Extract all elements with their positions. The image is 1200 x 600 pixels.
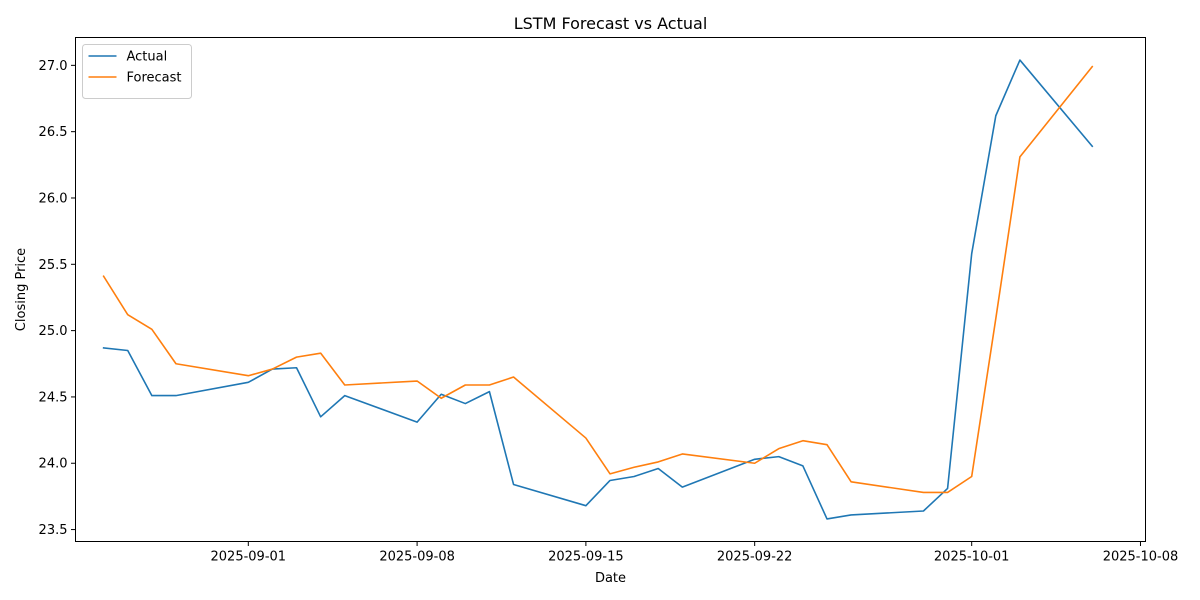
y-tick-label: 27.0 (39, 59, 68, 74)
series-line-forecast (102, 65, 1094, 494)
legend-label-actual: Actual (127, 50, 168, 65)
x-tick-label: 2025-09-15 (548, 550, 624, 565)
plot-area (102, 59, 1094, 520)
y-axis-label: Closing Price (14, 248, 29, 331)
x-axis: 2025-09-01 2025-09-08 2025-09-15 2025-09-22… (211, 541, 1179, 565)
x-tick-label: 2025-10-08 (1103, 550, 1179, 565)
x-tick-label: 2025-09-01 (211, 550, 287, 565)
chart-title: LSTM Forecast vs Actual (514, 14, 708, 33)
legend-box (82, 44, 192, 99)
axes-frame (75, 37, 1146, 542)
x-tick-label: 2025-09-22 (717, 550, 793, 565)
x-axis-label: Date (595, 571, 626, 586)
y-tick-label: 25.5 (39, 258, 68, 273)
y-tick-label: 23.5 (39, 523, 68, 538)
y-axis: 23.5 24.0 24.5 25.0 25.5 26.0 26.5 27.0 (39, 59, 76, 538)
y-tick-label: 26.5 (39, 125, 68, 140)
y-tick-label: 25.0 (39, 324, 68, 339)
series-line-actual (102, 59, 1094, 520)
legend: Actual Forecast (82, 44, 192, 99)
x-tick-label: 2025-09-08 (379, 550, 455, 565)
y-tick-label: 24.0 (39, 457, 68, 472)
y-tick-label: 26.0 (39, 191, 68, 206)
x-tick-label: 2025-10-01 (934, 550, 1010, 565)
y-tick-label: 24.5 (39, 390, 68, 405)
legend-label-forecast: Forecast (127, 71, 182, 86)
